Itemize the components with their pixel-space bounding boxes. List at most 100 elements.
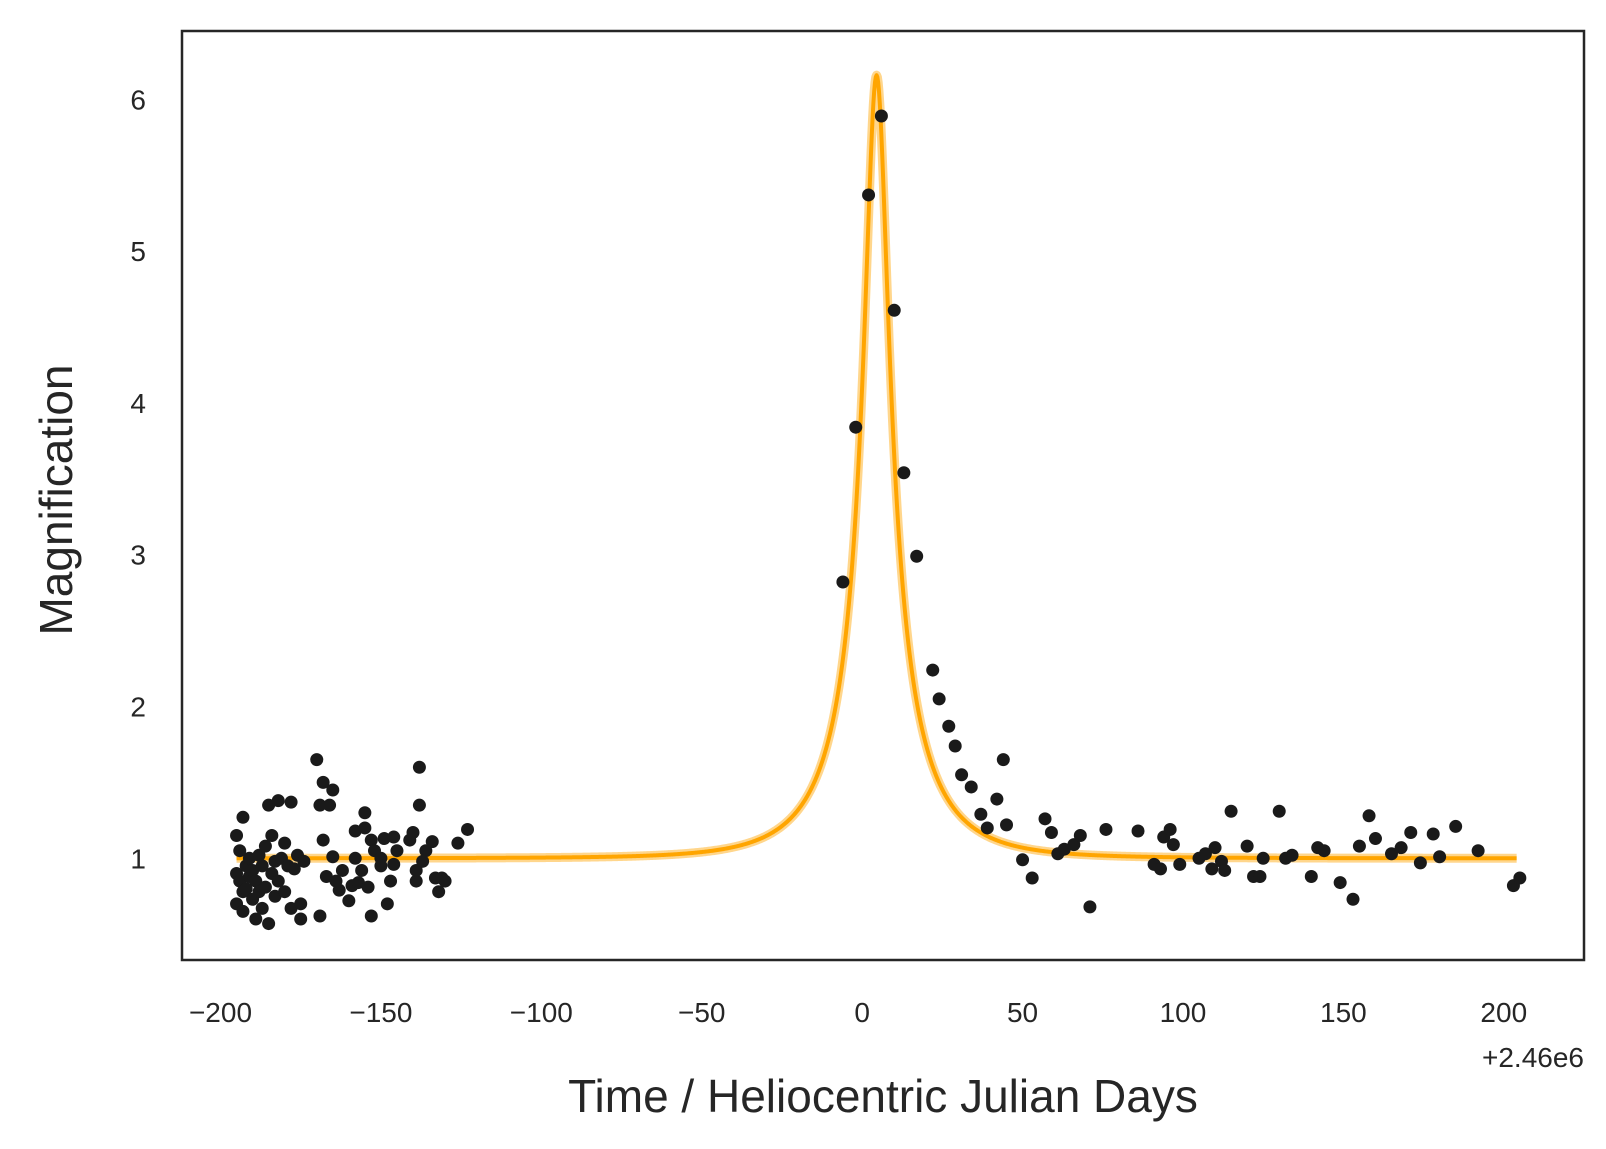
data-point (974, 807, 988, 821)
data-point (258, 880, 272, 894)
data-point (377, 832, 391, 846)
data-point (262, 798, 276, 812)
data-point (836, 575, 850, 589)
data-point (297, 854, 311, 868)
data-point (1256, 851, 1270, 865)
data-point (438, 874, 452, 888)
data-point (236, 904, 250, 918)
data-point (380, 897, 394, 911)
data-point (316, 775, 330, 789)
data-point (897, 466, 911, 480)
data-point (374, 859, 388, 873)
data-point (236, 810, 250, 824)
data-point (1394, 841, 1408, 855)
data-point (1131, 824, 1145, 838)
x-tick-label: 100 (1160, 997, 1207, 1028)
data-point (406, 825, 420, 839)
plot-frame (180, 29, 1586, 962)
data-point (1073, 829, 1087, 843)
y-axis-title: Magnification (30, 364, 82, 635)
data-point (1198, 847, 1212, 861)
y-tick-label: 5 (130, 236, 146, 267)
data-point (310, 753, 324, 767)
data-point (1025, 871, 1039, 885)
data-point (387, 830, 401, 844)
data-point (332, 883, 346, 897)
data-point (233, 844, 247, 858)
data-point (948, 739, 962, 753)
data-point (1362, 809, 1376, 823)
data-point (249, 874, 263, 888)
data-point (255, 901, 269, 915)
data-points-layer (230, 109, 1527, 931)
data-point (990, 792, 1004, 806)
data-point (926, 663, 940, 677)
data-point (849, 420, 863, 434)
data-point (964, 780, 978, 794)
data-point (358, 806, 372, 820)
data-point (1426, 827, 1440, 841)
data-point (874, 109, 888, 123)
data-point (278, 836, 292, 850)
data-point (1513, 871, 1527, 885)
data-point (284, 795, 298, 809)
data-point (412, 798, 426, 812)
data-point (355, 863, 369, 877)
data-point (887, 303, 901, 317)
data-point (1067, 838, 1081, 852)
data-point (358, 821, 372, 835)
data-point (1285, 848, 1299, 862)
data-point (287, 862, 301, 876)
y-tick-label: 6 (130, 84, 146, 115)
data-point (1385, 847, 1399, 861)
data-point (1044, 825, 1058, 839)
data-point (249, 912, 263, 926)
y-tick-label: 1 (130, 843, 146, 874)
data-point (326, 850, 340, 864)
data-point (268, 889, 282, 903)
x-axis-ticks: −200 −150 −100 −50 0 50 100 150 200 (189, 997, 1527, 1028)
y-tick-label: 4 (130, 388, 146, 419)
data-point (265, 829, 279, 843)
x-tick-label: −50 (678, 997, 726, 1028)
data-point (1413, 856, 1427, 870)
data-point (1205, 862, 1219, 876)
x-axis-title: Time / Heliocentric Julian Days (568, 1070, 1198, 1122)
data-point (255, 859, 269, 873)
data-point (409, 874, 423, 888)
data-point (461, 822, 475, 836)
data-point (1304, 870, 1318, 884)
data-point (1346, 892, 1360, 906)
data-point (1173, 857, 1187, 871)
data-point (451, 836, 465, 850)
data-point (1208, 841, 1222, 855)
data-point (316, 833, 330, 847)
data-point (1317, 844, 1331, 858)
data-point (319, 870, 333, 884)
x-axis-offset-label: +2.46e6 (1482, 1042, 1584, 1073)
data-point (1154, 862, 1168, 876)
data-point (412, 760, 426, 774)
y-axis-ticks: 1 2 3 4 5 6 (130, 84, 146, 874)
data-point (419, 844, 433, 858)
data-point (1471, 844, 1485, 858)
data-point (910, 549, 924, 563)
data-point (1368, 832, 1382, 846)
data-point (1016, 853, 1030, 867)
data-point (271, 874, 285, 888)
x-tick-label: −150 (349, 997, 412, 1028)
data-point (409, 863, 423, 877)
data-point (364, 833, 378, 847)
data-point (1057, 842, 1071, 856)
data-point (351, 876, 365, 890)
data-point (387, 857, 401, 871)
data-point (271, 794, 285, 808)
data-point (1404, 825, 1418, 839)
data-point (294, 912, 308, 926)
data-point (1333, 876, 1347, 890)
data-point (1099, 822, 1113, 836)
data-point (278, 885, 292, 899)
model-curve-line (235, 73, 1518, 861)
data-point (258, 839, 272, 853)
